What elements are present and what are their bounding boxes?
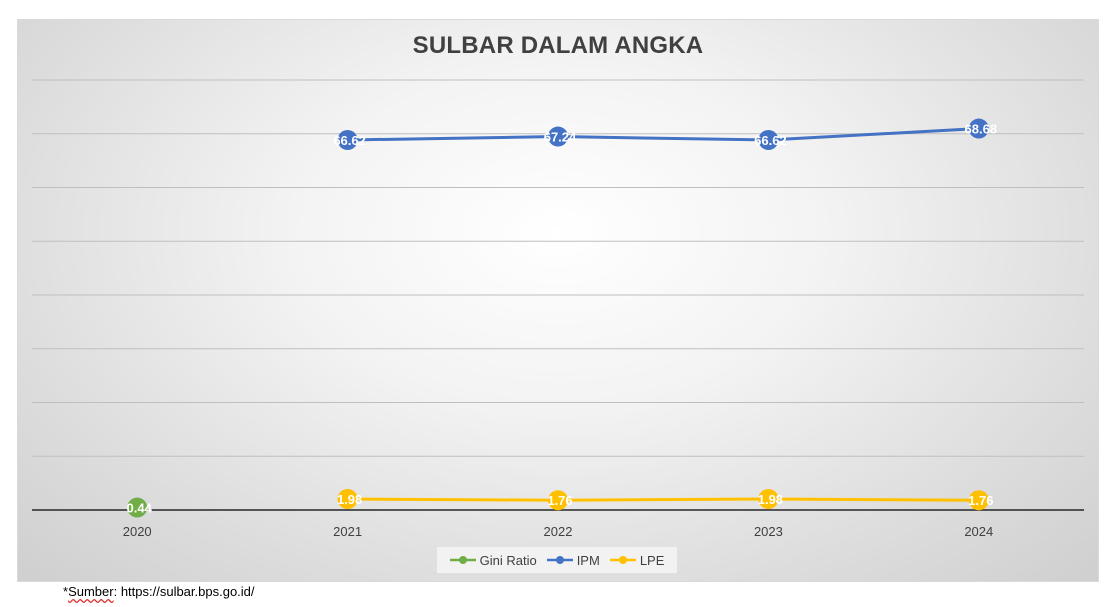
data-point [548,490,568,511]
chart-area: 2020 2021 2022 2023 2024 0.44 66.62 67.24 66.62… [17,19,1099,582]
data-labels: 0.44 66.62 67.24 66.62 68.68 1.98 1.76 1.98 1.76 [127,122,998,516]
data-label: 68.68 [965,122,998,137]
data-label: 1.98 [758,492,783,507]
x-axis: 2020 2021 2022 2023 2024 [32,509,1084,539]
legend-swatch [449,556,476,564]
data-label: 1.76 [547,493,572,508]
line-chart: 2020 2021 2022 2023 2024 0.44 66.62 67.24 66.62… [32,79,1084,539]
footnote-url: : https://sulbar.bps.go.id/ [113,584,255,599]
x-tick-label: 2020 [123,524,152,539]
series [127,118,989,518]
legend-label: IPM [576,552,600,568]
series-line [347,127,979,142]
x-tick-label: 2024 [964,524,993,539]
x-tick-label: 2021 [333,524,362,539]
data-point [758,489,779,510]
data-label: 67.24 [544,130,577,145]
legend-swatch [546,556,573,564]
legend-item: Gini Ratio [449,552,537,568]
data-label: 66.62 [754,133,787,148]
source-footnote: *Sumber: https://sulbar.bps.go.id/ [63,584,255,599]
gridlines [32,79,1084,457]
data-label: 1.98 [337,492,362,507]
data-label: 1.76 [968,493,993,508]
x-tick-label: 2022 [544,524,573,539]
data-label: 66.62 [333,133,366,148]
chart-title: SULBAR DALAM ANGKA [412,32,704,59]
legend-item: LPE [609,552,665,568]
footnote-prefix: * [63,584,69,599]
legend-item: IPM [546,552,600,568]
data-point [337,130,358,150]
legend-swatch [609,556,636,564]
data-point [548,126,568,147]
data-point [758,130,779,150]
data-point [968,118,989,139]
data-label: 0.44 [127,501,153,516]
x-tick-label: 2023 [754,524,783,539]
footnote-label: Sumber [68,584,114,599]
data-point [968,490,989,511]
legend-label: Gini Ratio [479,552,537,568]
series-line [347,497,979,502]
legend-label: LPE [639,552,665,568]
legend: Gini Ratio IPM LPE [437,547,677,573]
data-point [127,497,148,518]
data-point [337,489,358,510]
